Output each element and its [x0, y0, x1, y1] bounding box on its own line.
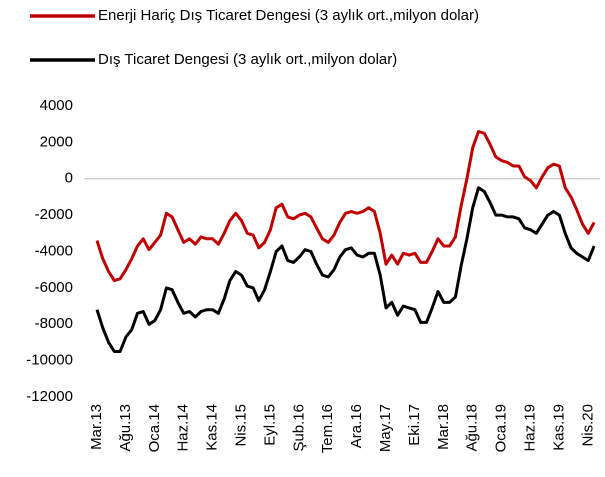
legend-label: Dış Ticaret Dengesi (3 aylık ort.,milyon…	[98, 51, 397, 68]
x-tick-label: Eyl.15	[261, 404, 278, 446]
x-tick-label: Ağu.18	[464, 404, 481, 452]
x-tick-label: Ağu.13	[117, 404, 134, 452]
x-tick-label: Oca.19	[493, 404, 510, 452]
x-tick-label: Haz.19	[521, 404, 538, 452]
series-line	[95, 186, 596, 353]
y-tick-label: -4000	[35, 242, 73, 259]
x-tick-label: Mar.13	[88, 404, 105, 450]
y-tick-label: 0	[65, 170, 73, 187]
x-tick-label: Nis.20	[579, 404, 596, 447]
legend-label: Enerji Hariç Dış Ticaret Dengesi (3 aylı…	[98, 7, 479, 24]
x-tick-label: Şub.16	[290, 404, 307, 452]
x-tick-label: Nis.15	[232, 404, 249, 447]
series-line	[95, 130, 596, 283]
y-tick-label: -6000	[35, 279, 73, 296]
x-tick-label: Kas.14	[204, 404, 221, 451]
y-tick-label: 2000	[40, 133, 73, 150]
y-tick-label: -10000	[26, 352, 73, 369]
x-tick-label: Eki.17	[406, 404, 423, 446]
y-tick-label: 4000	[40, 97, 73, 114]
y-tick-label: -8000	[35, 315, 73, 332]
x-tick-label: Kas.19	[550, 404, 567, 451]
x-tick-label: Ara.16	[348, 404, 365, 448]
x-tick-label: Haz.14	[175, 404, 192, 452]
x-tick-label: Oca.14	[146, 404, 163, 452]
x-tick-label: Mar.18	[435, 404, 452, 450]
y-tick-label: -2000	[35, 206, 73, 223]
x-tick-label: May.17	[377, 404, 394, 452]
y-tick-label: -12000	[26, 388, 73, 405]
x-tick-label: Tem.16	[319, 404, 336, 453]
